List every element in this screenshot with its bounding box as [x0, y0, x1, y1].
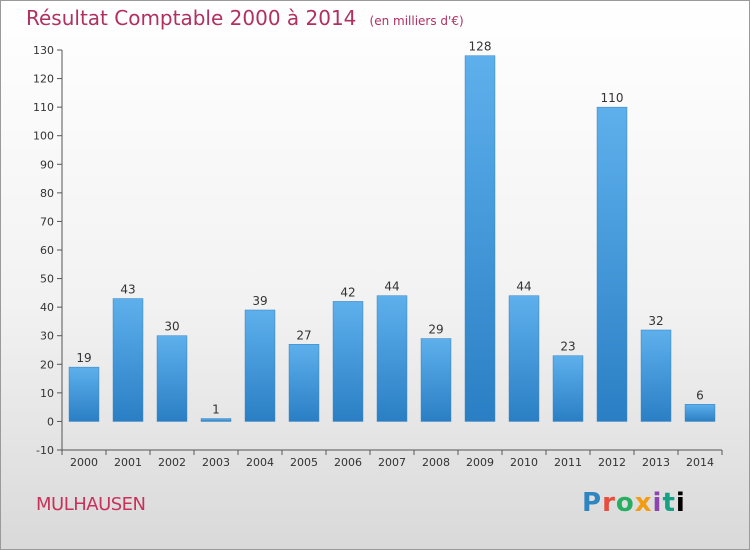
y-tick-label: 10 — [40, 387, 54, 400]
y-tick-label: 40 — [40, 301, 54, 314]
bar — [684, 404, 716, 422]
bar — [420, 338, 452, 422]
bar — [464, 55, 496, 422]
bar-value-label: 32 — [648, 314, 663, 328]
bar-value-label: 110 — [601, 91, 624, 105]
y-tick-label: 90 — [40, 158, 54, 171]
bar-value-label: 29 — [428, 323, 443, 337]
y-tick-label: 60 — [40, 244, 54, 257]
bar-value-label: 44 — [384, 280, 399, 294]
x-tick-label: 2008 — [422, 456, 450, 469]
x-tick-label: 2007 — [378, 456, 406, 469]
bar-value-label: 43 — [120, 283, 135, 297]
chart-title: Résultat Comptable 2000 à 2014 — [26, 6, 357, 30]
y-tick-label: 50 — [40, 273, 54, 286]
y-tick-label: 0 — [47, 415, 54, 428]
logo-letter: i — [675, 488, 686, 518]
x-tick-label: 2012 — [598, 456, 626, 469]
x-tick-label: 2005 — [290, 456, 318, 469]
x-tick-label: 2011 — [554, 456, 582, 469]
proxiti-logo: Proxiti — [582, 488, 686, 518]
logo-letter: i — [652, 488, 663, 518]
bar — [332, 301, 364, 422]
bar — [68, 366, 100, 422]
x-tick-label: 2003 — [202, 456, 230, 469]
logo-letter: r — [602, 488, 616, 518]
x-tick-label: 2009 — [466, 456, 494, 469]
bar — [640, 329, 672, 422]
bar-value-label: 23 — [560, 340, 575, 354]
x-axis: 2000 2001 2002 2003 2004 2005 2006 2007 2008 2009… — [61, 449, 723, 469]
bar-value-label: 1 — [212, 403, 220, 417]
y-tick-label: 110 — [33, 101, 54, 114]
y-tick-label: -10 — [36, 444, 54, 457]
x-tick-label: 2013 — [642, 456, 670, 469]
y-axis: -10 0 10 20 30 40 50 60 70 80 90 100 110 120 130 — [33, 44, 63, 457]
city-name: MULHAUSEN — [36, 494, 146, 515]
y-tick-label: 80 — [40, 187, 54, 200]
bar-value-label: 42 — [340, 285, 355, 299]
bar — [112, 298, 144, 422]
x-tick-label: 2006 — [334, 456, 362, 469]
bar-value-label: 39 — [252, 294, 267, 308]
y-tick-label: 100 — [33, 130, 54, 143]
x-tick-label: 2010 — [510, 456, 538, 469]
bar-value-label: 6 — [696, 388, 704, 402]
logo-letter: o — [615, 488, 635, 518]
bar — [244, 309, 276, 422]
bar-value-label: 30 — [164, 320, 179, 334]
logo-letter: P — [582, 488, 603, 518]
bar — [596, 106, 628, 422]
logo-letter: t — [662, 488, 676, 518]
y-tick-label: 30 — [40, 330, 54, 343]
bar — [156, 335, 188, 422]
bar — [508, 295, 540, 422]
y-tick-label: 120 — [33, 73, 54, 86]
logo-letter: x — [634, 488, 653, 518]
bars-group — [68, 55, 716, 422]
bar-value-label: 19 — [76, 351, 91, 365]
x-tick-label: 2002 — [158, 456, 186, 469]
bar — [200, 418, 232, 422]
bar — [288, 344, 320, 422]
y-tick-label: 70 — [40, 215, 54, 228]
bar-value-label: 44 — [516, 280, 531, 294]
x-tick-label: 2000 — [70, 456, 98, 469]
x-tick-label: 2014 — [686, 456, 714, 469]
value-labels-group: 19 43 30 1 39 27 42 44 29 128 44 23 110 32 6 — [76, 40, 703, 417]
chart-subtitle: (en milliers d'€) — [369, 14, 464, 28]
y-tick-label: 20 — [40, 358, 54, 371]
bar — [376, 295, 408, 422]
x-tick-label: 2004 — [246, 456, 274, 469]
y-tick-label: 130 — [33, 44, 54, 57]
bar — [552, 355, 584, 422]
bar-value-label: 128 — [469, 40, 492, 54]
x-tick-label: 2001 — [114, 456, 142, 469]
bar-value-label: 27 — [296, 328, 311, 342]
chart-title-block: Résultat Comptable 2000 à 2014 (en milli… — [26, 6, 464, 30]
